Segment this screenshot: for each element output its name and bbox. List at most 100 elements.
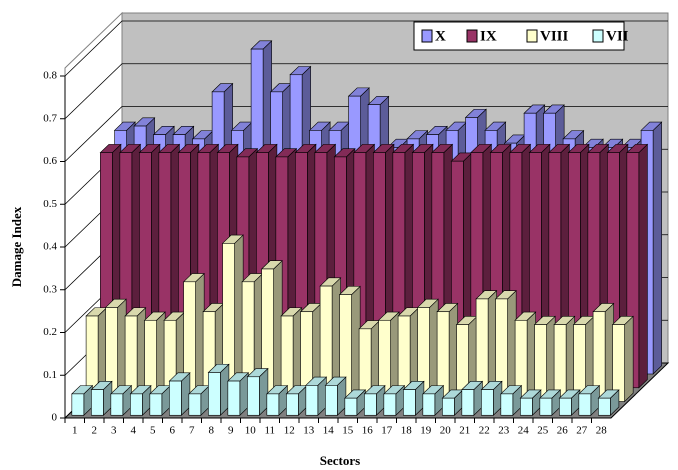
axes: 00.10.20.30.40.50.60.70.81 2 3 4 5 6 7 8 9 10 11 12… [43,70,611,437]
x-tick-label: 2 [92,425,98,437]
bar [149,384,172,416]
bar [422,384,445,416]
x-tick-label: 1 [72,425,78,437]
bar-front [149,393,163,416]
bar [402,380,425,416]
legend-swatch [466,29,478,43]
x-tick-label: 18 [401,425,413,437]
legend-label: IX [480,28,497,44]
x-tick-label: 7 [189,425,195,437]
bar [558,389,581,416]
y-tick-label: 0.2 [43,326,57,338]
grid-line [64,106,668,162]
x-tick-label: 4 [131,425,137,437]
bar-side [624,315,634,403]
bar-front [247,376,260,416]
legend-label: X [435,28,446,44]
bar [514,311,537,403]
x-tick-label: 11 [264,425,275,437]
x-tick-label: 15 [342,425,354,437]
bar [480,380,503,416]
legend-label: VIII [540,28,569,44]
x-tick-label: 26 [557,425,569,437]
x-tick-label: 23 [498,425,510,437]
bar [168,372,191,416]
x-tick-label: 24 [518,425,530,437]
y-tick-label: 0.4 [43,241,57,253]
bar [227,372,250,416]
bar [110,384,133,416]
bar [207,363,230,416]
bar [597,389,620,416]
bar-front [130,393,143,416]
bar [324,376,347,416]
x-tick-label: 13 [303,425,315,437]
bar [124,307,147,403]
bar [572,315,595,403]
bar-side [652,121,662,375]
bar-front [266,393,280,416]
bar-front [325,385,338,416]
bar [500,384,523,416]
x-tick-label: 16 [362,425,374,437]
y-tick-label: 0.6 [43,155,57,167]
bar [319,277,342,403]
bar [461,380,484,416]
bar-front [110,393,124,416]
bar-front [559,397,572,416]
x-tick-label: 10 [245,425,257,437]
bar [553,315,576,403]
bar-front [500,393,514,416]
bar [592,302,615,403]
bar [397,307,420,403]
bar [441,389,464,416]
grid-line [64,20,668,77]
y-tick-label: 0.5 [43,198,57,210]
x-tick-label: 12 [284,425,295,437]
bar [383,384,406,416]
bar-front [539,397,553,416]
bar-front [208,372,221,416]
bar-front [578,393,592,416]
x-tick-label: 28 [596,425,608,437]
x-tick-label: 3 [111,425,117,437]
bar [455,315,478,403]
x-tick-label: 27 [576,425,588,437]
legend: X IX VIII VII [413,21,629,51]
bar [611,315,634,403]
y-tick-label: 0 [52,412,58,424]
bar [305,376,328,416]
bar [344,389,367,416]
bar-front [91,389,104,416]
bar-front [344,397,358,416]
bars [71,40,663,416]
bar [519,389,542,416]
x-tick-label: 25 [537,425,549,437]
bar-front [188,393,202,416]
bar [266,384,289,416]
bar-front [520,397,533,416]
x-tick-label: 17 [381,425,393,437]
bar-front [169,380,182,416]
bar-front [461,389,475,416]
x-tick-label: 21 [459,425,470,437]
bar-front [442,397,455,416]
bar-front [403,389,416,416]
grid-line [64,63,668,120]
bar [246,367,269,416]
y-tick-label: 0.1 [43,369,57,381]
bar-front [286,393,299,416]
y-tick-label: 0.8 [43,70,57,82]
bar [280,307,303,403]
bar [338,285,361,403]
x-tick-label: 14 [323,425,335,437]
x-tick-label: 8 [209,425,215,437]
y-tick-label: 0.3 [43,283,57,295]
bar-side [638,143,648,389]
bar [71,384,94,416]
bar-front [422,393,436,416]
bar-front [383,393,397,416]
bar-front [364,393,377,416]
bar-front [305,385,319,416]
